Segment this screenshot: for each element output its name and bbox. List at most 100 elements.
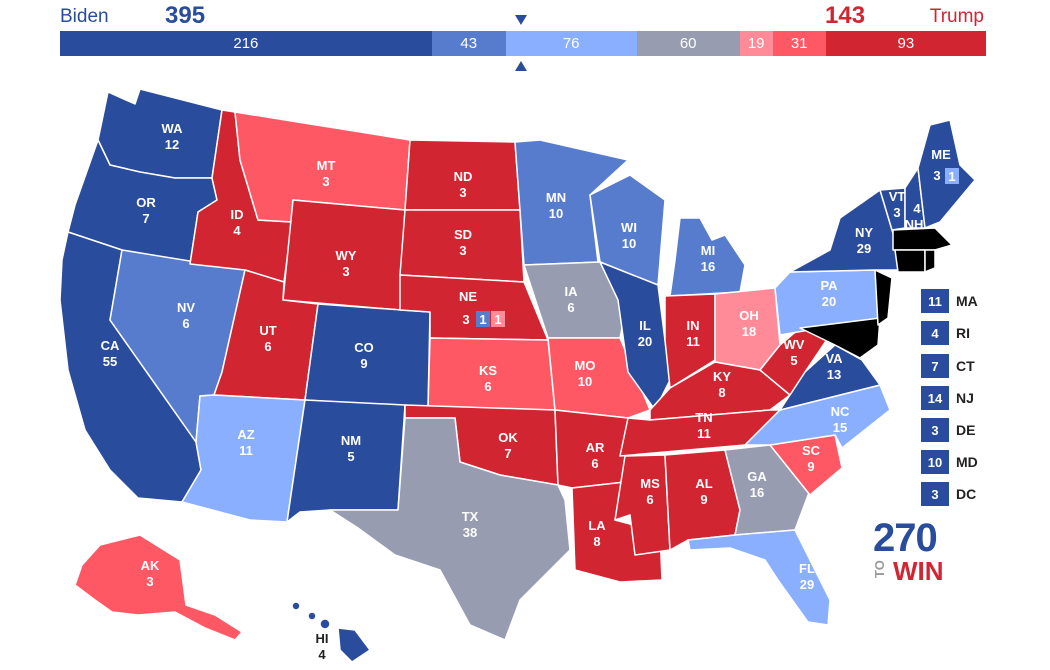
state-fl[interactable] <box>687 529 831 626</box>
tally-lean-rep[interactable]: 19 <box>739 31 773 56</box>
tally-safe-dem[interactable]: 216 <box>60 31 432 56</box>
label-ny-abbr: NY <box>855 225 873 240</box>
small-state-ri-box[interactable]: 4 <box>921 321 949 345</box>
label-vt-ev: 3 <box>893 205 900 220</box>
ne-cd2-box[interactable] <box>476 311 490 327</box>
label-ar-ev: 6 <box>591 456 598 471</box>
tally-lean-dem[interactable]: 76 <box>505 31 637 56</box>
label-pa-ev: 20 <box>822 294 836 309</box>
label-fl-ev: 29 <box>800 577 814 592</box>
state-nj[interactable] <box>874 269 893 326</box>
small-state-ct[interactable]: 7 CT <box>921 354 975 378</box>
state-ct[interactable] <box>894 249 926 273</box>
label-sd-ev: 3 <box>459 243 466 258</box>
label-ak-ev: 3 <box>146 574 153 589</box>
label-ky-ev: 8 <box>718 385 725 400</box>
label-ky-abbr: KY <box>713 369 731 384</box>
label-ut-ev: 6 <box>264 339 271 354</box>
trump-total: 143 <box>825 2 866 29</box>
label-ca-abbr: CA <box>101 338 120 353</box>
label-oh-abbr: OH <box>739 308 759 323</box>
label-ks-abbr: KS <box>479 363 497 378</box>
trump-name: Trump <box>929 6 984 27</box>
small-state-ma-label: MA <box>956 293 978 309</box>
small-state-ri[interactable]: 4 RI <box>921 321 970 345</box>
label-wv-ev: 5 <box>790 353 797 368</box>
state-in[interactable] <box>664 293 716 389</box>
label-wa-abbr: WA <box>162 121 184 136</box>
tally-safe-rep[interactable]: 93 <box>825 31 986 56</box>
label-tn-abbr: TN <box>695 410 712 425</box>
label-co-abbr: CO <box>354 340 374 355</box>
logo-to: TO <box>872 560 887 578</box>
label-ks-ev: 6 <box>484 379 491 394</box>
state-ny[interactable] <box>789 189 899 273</box>
small-state-ma-box[interactable]: 11 <box>921 289 949 313</box>
state-md[interactable] <box>799 317 881 359</box>
tally-likely-dem[interactable]: 43 <box>431 31 506 56</box>
state-wa[interactable] <box>97 88 223 179</box>
label-wv-abbr: WV <box>784 337 805 352</box>
label-tx-abbr: TX <box>462 509 479 524</box>
label-nh-ev: 4 <box>913 201 921 216</box>
state-tx[interactable] <box>329 417 571 641</box>
label-co-ev: 9 <box>360 356 367 371</box>
label-ne-cd2: 1 <box>479 312 486 327</box>
small-state-dc-label: DC <box>956 486 977 502</box>
small-state-md[interactable]: 10 MD <box>921 450 978 474</box>
label-mi-ev: 16 <box>701 259 715 274</box>
label-mi-abbr: MI <box>701 243 715 258</box>
label-la-ev: 8 <box>593 534 600 549</box>
small-state-dc-box[interactable]: 3 <box>921 482 949 506</box>
label-nc-abbr: NC <box>831 404 850 419</box>
label-oh-ev: 18 <box>742 324 756 339</box>
tally-likely-rep[interactable]: 31 <box>772 31 826 56</box>
label-vt-abbr: VT <box>889 189 906 204</box>
label-ak-abbr: AK <box>141 558 160 573</box>
label-sc-ev: 9 <box>807 459 814 474</box>
logo-270: 270 <box>873 516 938 560</box>
state-hi[interactable] <box>291 601 371 663</box>
label-ne-abbr: NE <box>459 289 477 304</box>
small-state-ma[interactable]: 11 MA <box>921 289 978 313</box>
state-ri[interactable] <box>924 249 936 273</box>
label-or-ev: 7 <box>142 211 149 226</box>
label-id-ev: 4 <box>233 223 241 238</box>
label-id-abbr: ID <box>231 207 244 222</box>
tally-tossup[interactable]: 60 <box>636 31 740 56</box>
label-nh-abbr: NH <box>905 217 924 232</box>
state-nm[interactable] <box>286 399 406 523</box>
small-state-md-box[interactable]: 10 <box>921 450 949 474</box>
label-wa-ev: 12 <box>165 137 179 152</box>
state-ma[interactable] <box>892 227 953 251</box>
small-state-md-label: MD <box>956 454 978 470</box>
ne-cd1-box[interactable] <box>491 311 505 327</box>
me-cd2-box[interactable] <box>945 168 959 184</box>
small-state-dc[interactable]: 3 DC <box>921 482 976 506</box>
small-state-de-box[interactable]: 3 <box>921 418 949 442</box>
state-mi[interactable] <box>669 217 746 297</box>
label-va-abbr: VA <box>825 351 843 366</box>
label-la-abbr: LA <box>588 518 606 533</box>
state-wi[interactable] <box>589 174 666 286</box>
label-il-abbr: IL <box>639 318 651 333</box>
label-il-ev: 20 <box>638 334 652 349</box>
biden-total: 395 <box>165 2 206 29</box>
label-pa-abbr: PA <box>820 278 838 293</box>
label-me-abbr: ME <box>931 147 951 162</box>
state-az[interactable] <box>181 394 306 523</box>
label-mt-abbr: MT <box>317 158 336 173</box>
state-ak[interactable] <box>74 534 243 641</box>
small-state-nj[interactable]: 14 NJ <box>921 386 974 410</box>
small-state-de[interactable]: 3 DE <box>921 418 975 442</box>
270towin-logo[interactable]: 270 TO WIN <box>872 516 953 588</box>
small-state-ct-box[interactable]: 7 <box>921 354 949 378</box>
270-marker-bottom <box>515 61 527 71</box>
label-wi-ev: 10 <box>622 236 636 251</box>
label-nv-abbr: NV <box>177 300 195 315</box>
small-state-nj-box[interactable]: 14 <box>921 386 949 410</box>
small-state-ct-label: CT <box>956 358 975 374</box>
label-me-cd2: 1 <box>948 169 955 184</box>
label-mn-ev: 10 <box>549 206 563 221</box>
state-mo[interactable] <box>547 337 651 419</box>
